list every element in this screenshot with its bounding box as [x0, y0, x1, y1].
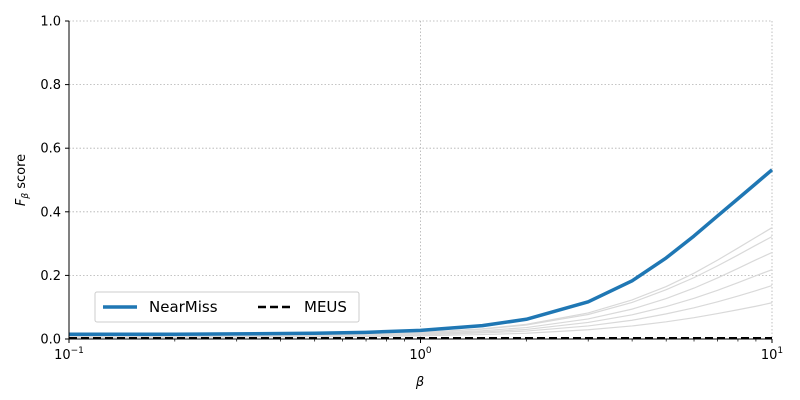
y-axis-label: Fβ score — [14, 154, 31, 206]
y-ticks: 0.0 0.2 0.4 0.6 0.8 1.0 — [40, 15, 69, 348]
y-tick-label: 0.0 — [40, 333, 61, 348]
series-line-nearmiss — [69, 168, 774, 336]
y-axis-label-sub: β — [21, 193, 31, 200]
x-tick-label: 101 — [761, 346, 783, 363]
legend: NearMiss MEUS — [94, 291, 360, 323]
y-tick-label: 0.4 — [40, 205, 61, 220]
y-tick-label: 0.8 — [40, 78, 61, 93]
legend-label-nearmiss: NearMiss — [149, 298, 218, 316]
y-tick-label: 0.2 — [40, 269, 61, 284]
y-tick-label: 1.0 — [40, 15, 61, 30]
y-axis-label-rest: score — [14, 154, 29, 193]
x-tick-label: 10−1 — [54, 346, 84, 363]
x-axis-label: β — [415, 375, 424, 390]
grid — [69, 20, 773, 339]
series — [69, 168, 774, 340]
y-axis-label-main: F — [14, 198, 29, 206]
y-tick-label: 0.6 — [40, 142, 61, 157]
background-series-line — [69, 285, 773, 338]
legend-label-meus: MEUS — [304, 298, 347, 316]
legend-frame — [94, 291, 360, 323]
x-ticks: 10−1 100 101 — [54, 339, 783, 363]
x-tick-label: 100 — [409, 346, 432, 363]
